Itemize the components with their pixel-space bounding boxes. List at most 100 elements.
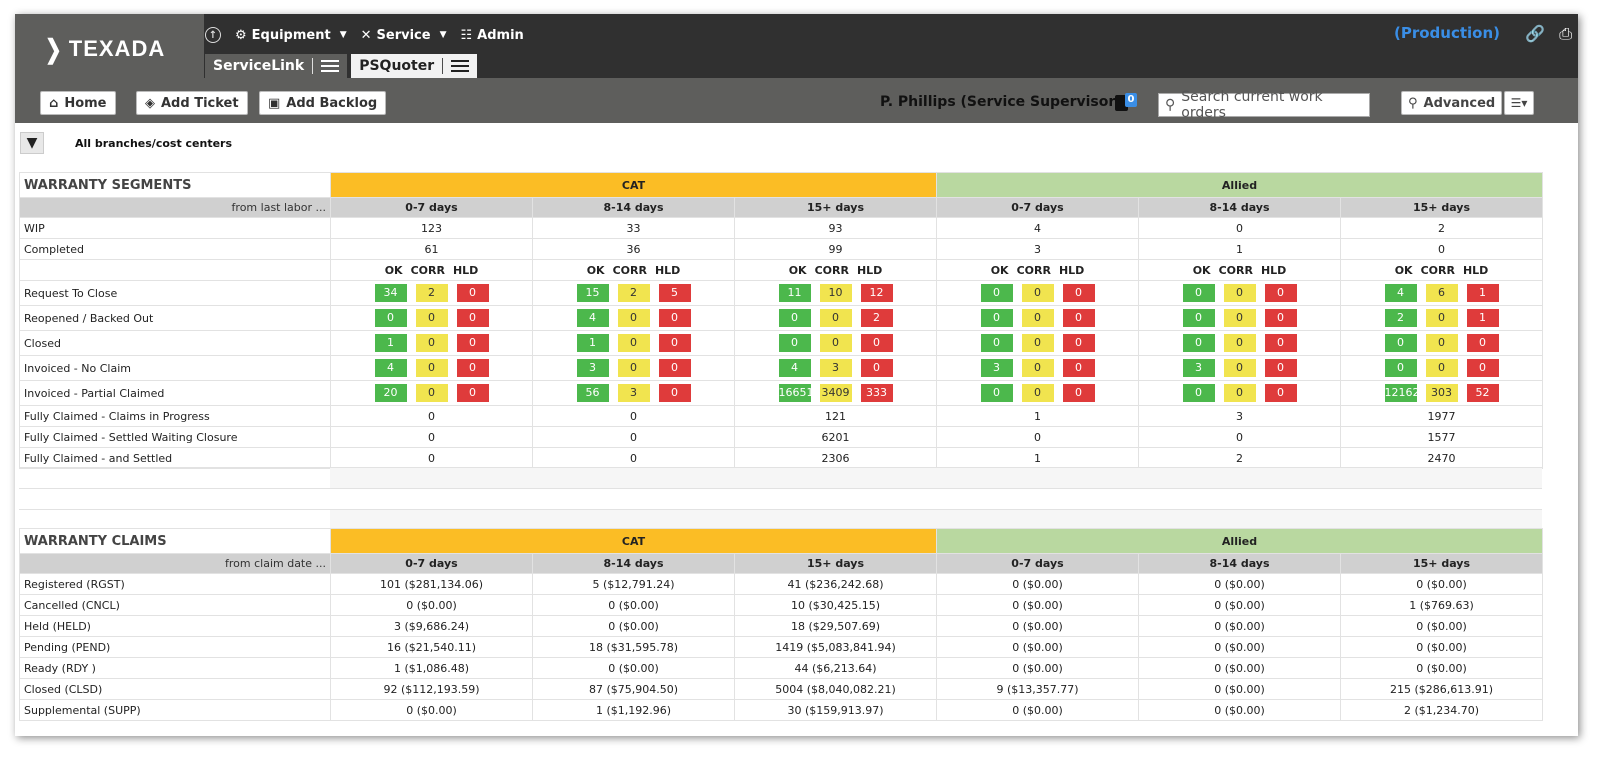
cell-value[interactable]: 2 [1339, 217, 1544, 239]
corr-count[interactable]: 2 [415, 284, 448, 302]
add-backlog-button[interactable]: ▣ Add Backlog [259, 91, 387, 115]
hld-count[interactable]: 0 [456, 384, 489, 402]
cell-value[interactable]: 41 ($236,242.68) [734, 573, 937, 595]
tab-servicelink[interactable]: ServiceLink [205, 54, 348, 78]
cell-value[interactable]: 0 [532, 405, 735, 427]
corr-count[interactable]: 0 [1223, 334, 1256, 352]
hld-count[interactable]: 0 [456, 284, 489, 302]
hld-count[interactable]: 0 [1264, 309, 1297, 327]
nav-service[interactable]: ✕ Service ▼ [361, 28, 447, 43]
hld-count[interactable]: 0 [658, 359, 691, 377]
hld-count[interactable]: 0 [1062, 384, 1095, 402]
cell-value[interactable]: 0 [532, 426, 735, 448]
hld-count[interactable]: 0 [860, 359, 893, 377]
corr-count[interactable]: 0 [1223, 359, 1256, 377]
hld-count[interactable]: 0 [860, 334, 893, 352]
cell-value[interactable]: 0 [1339, 238, 1544, 260]
hld-count[interactable]: 0 [1264, 284, 1297, 302]
cell-value[interactable]: 36 [532, 238, 735, 260]
cell-value[interactable]: 0 ($0.00) [1138, 678, 1341, 700]
corr-count[interactable]: 0 [617, 359, 650, 377]
cell-value[interactable]: 2306 [734, 447, 937, 469]
ok-count[interactable]: 3 [1182, 359, 1215, 377]
cell-value[interactable]: 0 [330, 405, 533, 427]
cell-value[interactable]: 87 ($75,904.50) [532, 678, 735, 700]
ok-count[interactable]: 0 [1182, 284, 1215, 302]
ok-count[interactable]: 12162 [1384, 384, 1420, 402]
hld-count[interactable]: 0 [1466, 359, 1499, 377]
hld-count[interactable]: 0 [1062, 359, 1095, 377]
corr-count[interactable]: 0 [415, 384, 448, 402]
hld-count[interactable]: 52 [1466, 384, 1499, 402]
search-work-orders[interactable]: ⚲ Search current work orders [1158, 89, 1370, 121]
notifications[interactable]: 0 [1115, 93, 1137, 111]
cell-value[interactable]: 2470 [1339, 447, 1544, 469]
cell-value[interactable]: 9 ($13,357.77) [936, 678, 1139, 700]
cell-value[interactable]: 0 ($0.00) [330, 699, 533, 721]
corr-count[interactable]: 0 [1223, 284, 1256, 302]
cell-value[interactable]: 1 [1138, 238, 1341, 260]
cell-value[interactable]: 1977 [1339, 405, 1544, 427]
cell-value[interactable]: 93 [734, 217, 937, 239]
segments-from-label[interactable]: from last labor ... [19, 197, 331, 218]
ok-count[interactable]: 11 [778, 284, 811, 302]
hld-count[interactable]: 0 [1062, 309, 1095, 327]
ok-count[interactable]: 166511 [778, 384, 821, 402]
cell-value[interactable]: 5 ($12,791.24) [532, 573, 735, 595]
cell-value[interactable]: 0 [532, 447, 735, 469]
filter-icon[interactable]: ▼ [20, 132, 44, 154]
cell-value[interactable]: 0 ($0.00) [532, 657, 735, 679]
hld-count[interactable]: 0 [456, 334, 489, 352]
ok-count[interactable]: 4 [576, 309, 609, 327]
cell-value[interactable]: 1 [936, 447, 1139, 469]
cell-value[interactable]: 0 ($0.00) [1339, 636, 1544, 658]
corr-count[interactable]: 3 [819, 359, 852, 377]
texada-logo[interactable]: ❯ TEXADA [45, 35, 165, 64]
ok-count[interactable]: 15 [576, 284, 609, 302]
hld-count[interactable]: 5 [658, 284, 691, 302]
hld-count[interactable]: 0 [1062, 334, 1095, 352]
corr-count[interactable]: 303 [1425, 384, 1458, 402]
ok-count[interactable]: 0 [1182, 309, 1215, 327]
ok-count[interactable]: 2 [1384, 309, 1417, 327]
cell-value[interactable]: 44 ($6,213.64) [734, 657, 937, 679]
ok-count[interactable]: 0 [980, 384, 1013, 402]
cell-value[interactable]: 3 [1138, 405, 1341, 427]
corr-count[interactable]: 0 [415, 334, 448, 352]
advanced-search-button[interactable]: ⚲ Advanced [1401, 91, 1503, 115]
cell-value[interactable]: 16 ($21,540.11) [330, 636, 533, 658]
cell-value[interactable]: 0 ($0.00) [1339, 573, 1544, 595]
hld-count[interactable]: 1 [1466, 309, 1499, 327]
nav-equipment[interactable]: ⚙ Equipment ▼ [235, 28, 347, 43]
cell-value[interactable]: 0 ($0.00) [1339, 657, 1544, 679]
corr-count[interactable]: 0 [1425, 334, 1458, 352]
hld-count[interactable]: 1 [1466, 284, 1499, 302]
ok-count[interactable]: 0 [1182, 334, 1215, 352]
ok-count[interactable]: 3 [576, 359, 609, 377]
cell-value[interactable]: 0 ($0.00) [1339, 615, 1544, 637]
cell-value[interactable]: 0 [330, 426, 533, 448]
ok-count[interactable]: 4 [374, 359, 407, 377]
ok-count[interactable]: 0 [980, 309, 1013, 327]
corr-count[interactable]: 0 [819, 334, 852, 352]
ok-count[interactable]: 4 [778, 359, 811, 377]
cell-value[interactable]: 101 ($281,134.06) [330, 573, 533, 595]
cell-value[interactable]: 0 ($0.00) [936, 615, 1139, 637]
claims-from-label[interactable]: from claim date ... [19, 553, 331, 574]
hld-count[interactable]: 0 [1264, 334, 1297, 352]
cell-value[interactable]: 0 ($0.00) [1138, 657, 1341, 679]
cell-value[interactable]: 0 ($0.00) [1138, 636, 1341, 658]
add-ticket-button[interactable]: ◈ Add Ticket [136, 91, 248, 115]
hamburger-menu-icon[interactable] [451, 60, 470, 72]
corr-count[interactable]: 0 [1425, 359, 1458, 377]
print-icon[interactable]: ⎙ [1559, 24, 1572, 43]
cell-value[interactable]: 3 ($9,686.24) [330, 615, 533, 637]
corr-count[interactable]: 0 [415, 359, 448, 377]
cell-value[interactable]: 1577 [1339, 426, 1544, 448]
cell-value[interactable]: 92 ($112,193.59) [330, 678, 533, 700]
cell-value[interactable]: 0 ($0.00) [936, 573, 1139, 595]
corr-count[interactable]: 0 [1021, 309, 1054, 327]
cell-value[interactable]: 0 ($0.00) [936, 594, 1139, 616]
ok-count[interactable]: 0 [1384, 334, 1417, 352]
cell-value[interactable]: 18 ($29,507.69) [734, 615, 937, 637]
